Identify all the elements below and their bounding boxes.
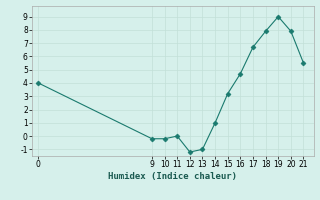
X-axis label: Humidex (Indice chaleur): Humidex (Indice chaleur) <box>108 172 237 181</box>
